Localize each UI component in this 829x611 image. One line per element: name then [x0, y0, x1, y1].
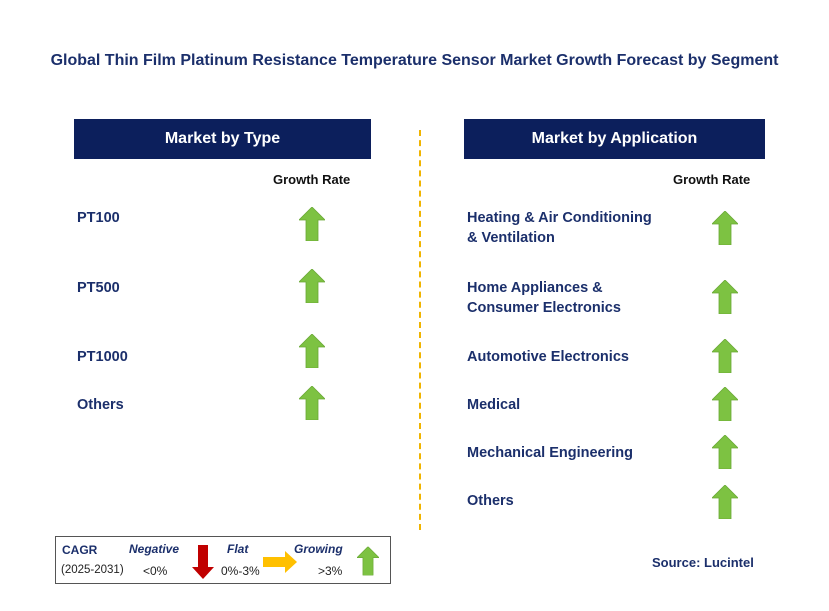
up-arrow-icon [712, 435, 738, 469]
market-by-application-header: Market by Application [464, 119, 765, 159]
left-growth-rate-label: Growth Rate [273, 172, 351, 187]
legend-growing-range: >3% [318, 564, 343, 578]
legend-cagr-label: CAGR [62, 543, 98, 557]
legend-flat-label: Flat [227, 542, 249, 556]
flat-arrow-icon [263, 551, 297, 573]
market-by-application-header-text: Market by Application [531, 130, 698, 147]
up-arrow-icon [712, 280, 738, 314]
application-item-home-appliances-line2: Consumer Electronics [467, 300, 621, 316]
application-item-automotive: Automotive Electronics [467, 349, 629, 365]
type-item-pt1000: PT1000 [77, 349, 128, 365]
application-item-hvac-line2: & Ventilation [467, 230, 555, 246]
cagr-legend: CAGR (2025-2031) Negative <0% Flat 0%-3%… [55, 536, 391, 584]
application-item-hvac: Heating & Air Conditioning & Ventilation [467, 208, 652, 248]
type-item-pt500: PT500 [77, 280, 120, 296]
legend-growing-label: Growing [294, 542, 343, 556]
up-arrow-icon [712, 485, 738, 519]
application-item-home-appliances-line1: Home Appliances & [467, 280, 603, 296]
application-item-medical: Medical [467, 397, 521, 413]
panel-divider [419, 130, 421, 530]
type-item-pt100: PT100 [77, 210, 120, 226]
right-growth-rate-label: Growth Rate [673, 172, 751, 187]
source-label: Source: Lucintel [652, 555, 754, 570]
up-arrow-icon [357, 545, 379, 577]
up-arrow-icon [712, 211, 738, 245]
up-arrow-icon [299, 207, 325, 241]
legend-flat-range: 0%-3% [221, 564, 260, 578]
chart-title: Global Thin Film Platinum Resistance Tem… [0, 50, 829, 71]
up-arrow-icon [299, 269, 325, 303]
legend-negative-range: <0% [143, 564, 168, 578]
up-arrow-icon [299, 334, 325, 368]
legend-period: (2025-2031) [61, 564, 124, 576]
down-arrow-icon [192, 545, 214, 579]
up-arrow-icon [712, 387, 738, 421]
application-item-others: Others [467, 493, 514, 509]
market-by-type-header-text: Market by Type [164, 130, 281, 147]
up-arrow-icon [712, 339, 738, 373]
application-item-hvac-line1: Heating & Air Conditioning [467, 210, 652, 226]
type-item-others: Others [77, 397, 124, 413]
market-by-type-header: Market by Type [74, 119, 371, 159]
application-item-home-appliances: Home Appliances & Consumer Electronics [467, 278, 621, 318]
application-item-mechanical: Mechanical Engineering [467, 445, 633, 461]
legend-negative-label: Negative [129, 542, 180, 556]
up-arrow-icon [299, 386, 325, 420]
chart-title-text: Global Thin Film Platinum Resistance Tem… [50, 52, 779, 69]
